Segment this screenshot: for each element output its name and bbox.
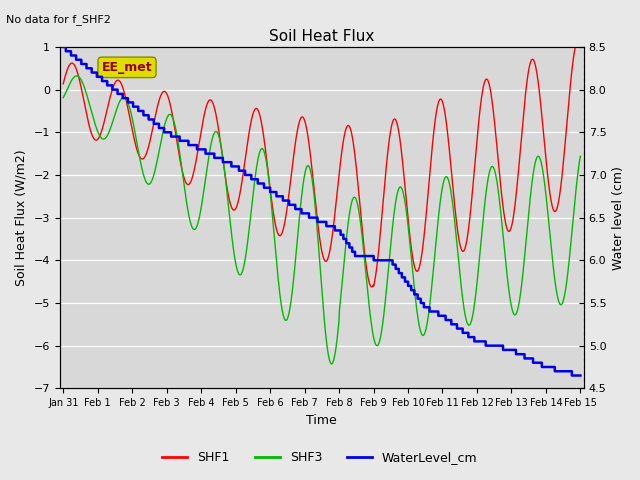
Text: No data for f_SHF2: No data for f_SHF2 [6,14,111,25]
Legend: SHF1, SHF3, WaterLevel_cm: SHF1, SHF3, WaterLevel_cm [157,446,483,469]
Y-axis label: Soil Heat Flux (W/m2): Soil Heat Flux (W/m2) [15,149,28,286]
X-axis label: Time: Time [307,414,337,427]
Y-axis label: Water level (cm): Water level (cm) [612,166,625,270]
Title: Soil Heat Flux: Soil Heat Flux [269,29,374,44]
Text: EE_met: EE_met [102,61,152,74]
